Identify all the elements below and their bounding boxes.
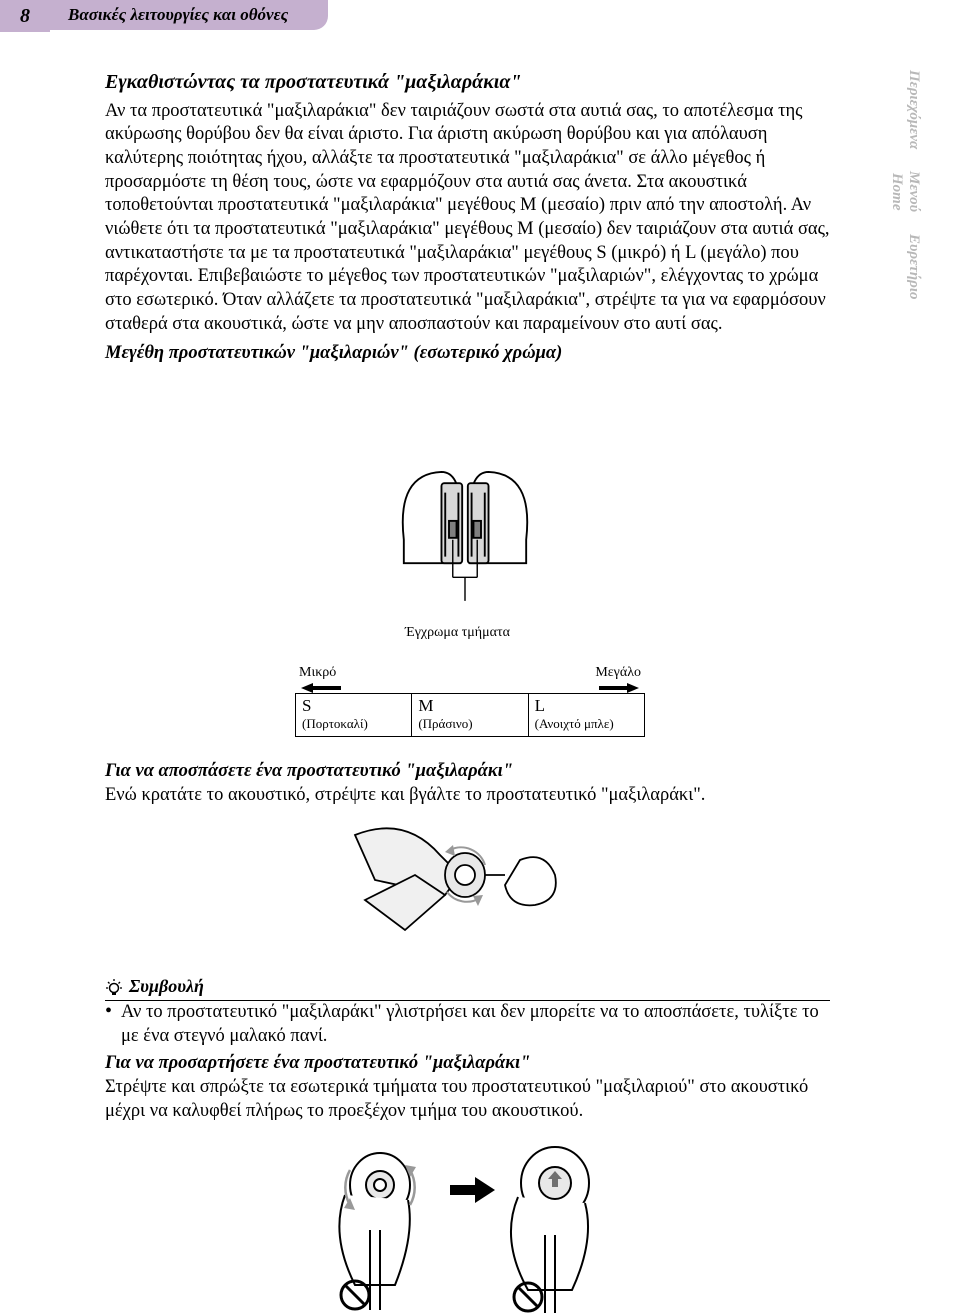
size-cell-s: S (Πορτοκαλί) — [296, 694, 412, 736]
heading-sizes: Μεγέθη προστατευτικών "μαξιλαριών" (εσωτ… — [105, 342, 830, 366]
tip-label: Συμβουλή — [129, 975, 204, 998]
arrow-right-icon — [599, 683, 639, 693]
page-number: 8 — [20, 5, 30, 28]
size-cell-m: M (Πράσινο) — [412, 694, 528, 736]
size-cell-l: L (Ανοιχτό μπλε) — [529, 694, 644, 736]
tip-item: Αν το προστατευτικό "μαξιλαράκι" γλιστρή… — [105, 1001, 830, 1048]
earbud-pair-diagram — [380, 455, 550, 615]
detach-heading: Για να αποσπάσετε ένα προστατευτικό "μαξ… — [105, 760, 830, 784]
side-tabs: Περιεχόμενα Μενού Home Ευρετήριο — [888, 70, 923, 300]
size-color-m: (Πράσινο) — [418, 716, 472, 731]
size-table-block: Μικρό Μεγάλο S (Πορτοκαλί) M (Πράσινο) L… — [295, 665, 645, 737]
detach-section: Για να αποσπάσετε ένα προστατευτικό "μαξ… — [105, 760, 830, 807]
size-table: S (Πορτοκαλί) M (Πράσινο) L (Ανοιχτό μπλ… — [295, 693, 645, 737]
tip-list: Αν το προστατευτικό "μαξιλαράκι" γλιστρή… — [105, 1001, 830, 1048]
detach-diagram — [345, 820, 585, 940]
header-bar: 8 Βασικές λειτουργίες και οθόνες — [0, 0, 960, 32]
size-code-l: L — [535, 696, 638, 716]
diagram-caption: Έγχρωμα τμήματα — [405, 625, 510, 641]
attach-diagram — [300, 1135, 640, 1315]
size-code-s: S — [302, 696, 405, 716]
size-code-m: M — [418, 696, 521, 716]
section-title-box: Βασικές λειτουργίες και οθόνες — [50, 0, 328, 30]
arrow-left-icon — [301, 683, 341, 693]
side-tab-contents[interactable]: Περιεχόμενα — [888, 70, 923, 149]
attach-body: Στρέψτε και σπρώξτε τα εσωτερικά τμήματα… — [105, 1076, 830, 1123]
body-paragraph: Αν τα προστατευτικά "μαξιλαράκια" δεν τα… — [105, 100, 830, 337]
section-title: Βασικές λειτουργίες και οθόνες — [68, 5, 288, 25]
main-body: Εγκαθιστώντας τα προστατευτικά "μαξιλαρά… — [105, 70, 830, 366]
heading-installing: Εγκαθιστώντας τα προστατευτικά "μαξιλαρά… — [105, 70, 830, 96]
detach-body: Ενώ κρατάτε το ακουστικό, στρέψτε και βγ… — [105, 784, 830, 808]
tip-section: Συμβουλή Αν το προστατευτικό "μαξιλαράκι… — [105, 975, 830, 1123]
attach-heading: Για να προσαρτήσετε ένα προστατευτικό "μ… — [105, 1052, 830, 1076]
side-tab-home[interactable]: Μενού Home — [888, 171, 923, 212]
tip-header: Συμβουλή — [105, 975, 830, 1001]
tip-bulb-icon — [105, 978, 123, 996]
size-small-label: Μικρό — [299, 665, 336, 681]
size-color-l: (Ανοιχτό μπλε) — [535, 716, 614, 731]
size-large-label: Μεγάλο — [595, 665, 641, 681]
size-color-s: (Πορτοκαλί) — [302, 716, 368, 731]
page-number-box: 8 — [0, 0, 50, 32]
side-tab-index[interactable]: Ευρετήριο — [888, 234, 923, 300]
